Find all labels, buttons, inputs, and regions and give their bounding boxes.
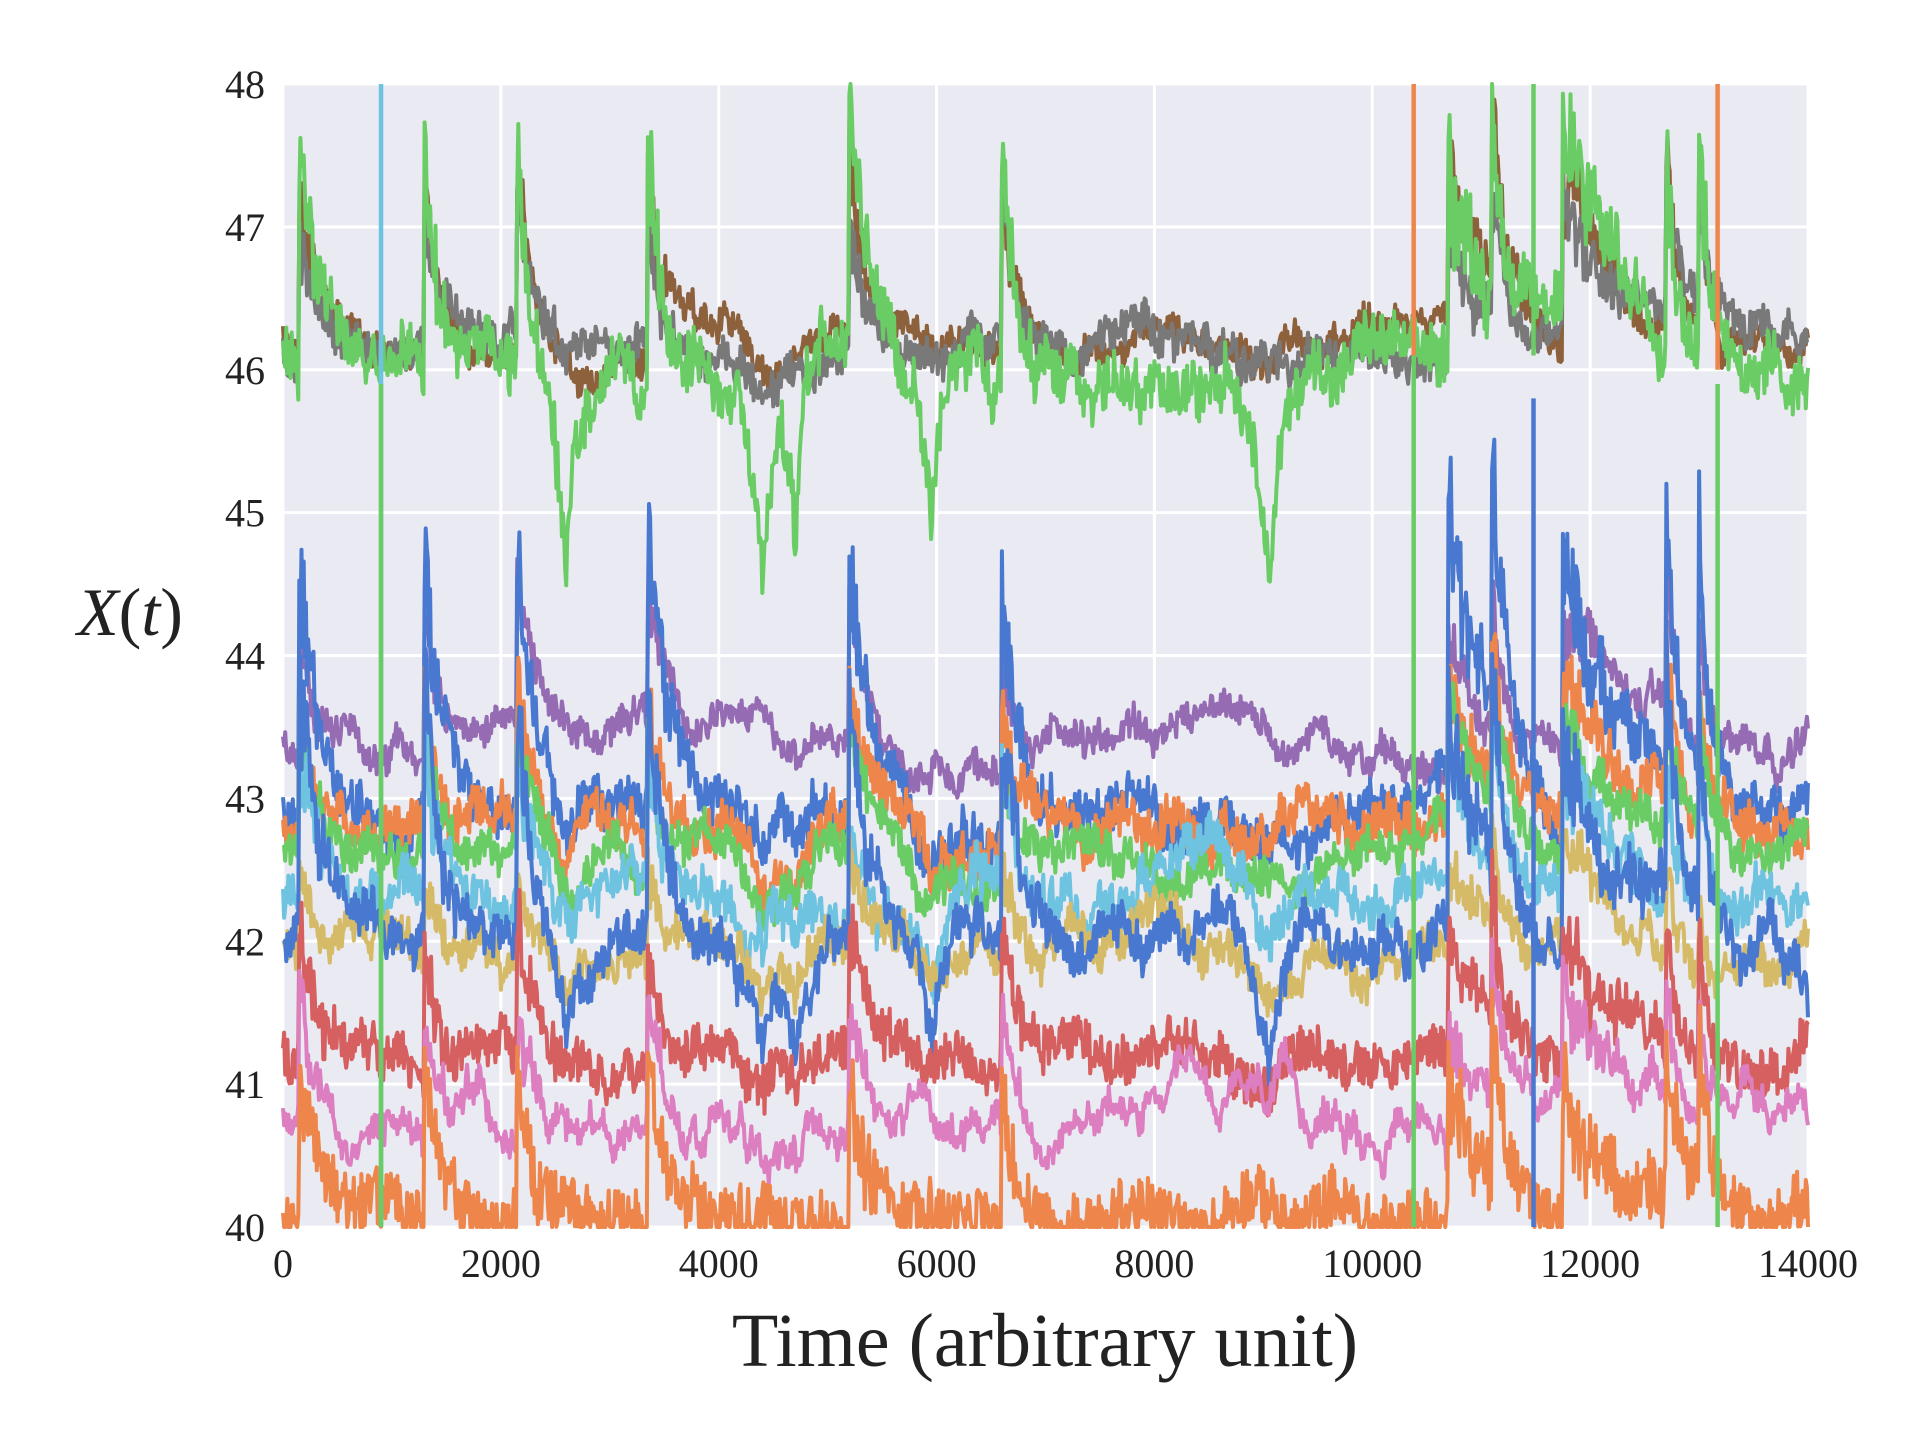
series-line-3 — [281, 557, 1810, 800]
series-line-10 — [281, 848, 1810, 1118]
y-tick-label: 47 — [225, 205, 265, 250]
y-tick-label: 41 — [225, 1062, 265, 1107]
tick-labels: 0 2000 4000 6000 8000 10000 12000 14000 40 41 42 43… — [225, 62, 1858, 1286]
x-axis-title: Time (arbitrary unit) — [732, 1299, 1358, 1383]
x-tick-label: 6000 — [897, 1241, 977, 1286]
series-line-1 — [281, 156, 1810, 409]
series-line-9 — [282, 618, 1810, 1089]
x-tick-label: 12000 — [1540, 1241, 1640, 1286]
series-line-5 — [281, 632, 1810, 918]
series-line-12 — [281, 987, 1810, 1229]
x-tick-label: 2000 — [461, 1241, 541, 1286]
y-tick-label: 45 — [225, 491, 265, 536]
series-line-6 — [281, 670, 1810, 932]
y-axis-title-var: X — [74, 574, 121, 650]
y-tick-label: 44 — [225, 634, 265, 679]
y-tick-label: 43 — [225, 776, 265, 821]
x-tick-label: 10000 — [1322, 1241, 1422, 1286]
y-axis-title: X(t) — [74, 574, 183, 650]
series-line-8 — [281, 812, 1810, 1018]
vertical-lines-layer — [378, 84, 1720, 1227]
x-tick-label: 0 — [273, 1241, 293, 1286]
y-tick-label: 46 — [225, 348, 265, 393]
series-layer — [281, 82, 1810, 1229]
x-tick-label: 14000 — [1758, 1241, 1858, 1286]
y-tick-label: 48 — [225, 62, 265, 107]
y-tick-label: 40 — [225, 1205, 265, 1250]
x-tick-label: 8000 — [1114, 1241, 1194, 1286]
series-line-2 — [281, 82, 1810, 595]
series-line-11 — [281, 937, 1810, 1187]
y-axis-title-arg: t — [141, 574, 162, 650]
x-tick-label: 4000 — [679, 1241, 759, 1286]
y-tick-label: 42 — [225, 919, 265, 964]
